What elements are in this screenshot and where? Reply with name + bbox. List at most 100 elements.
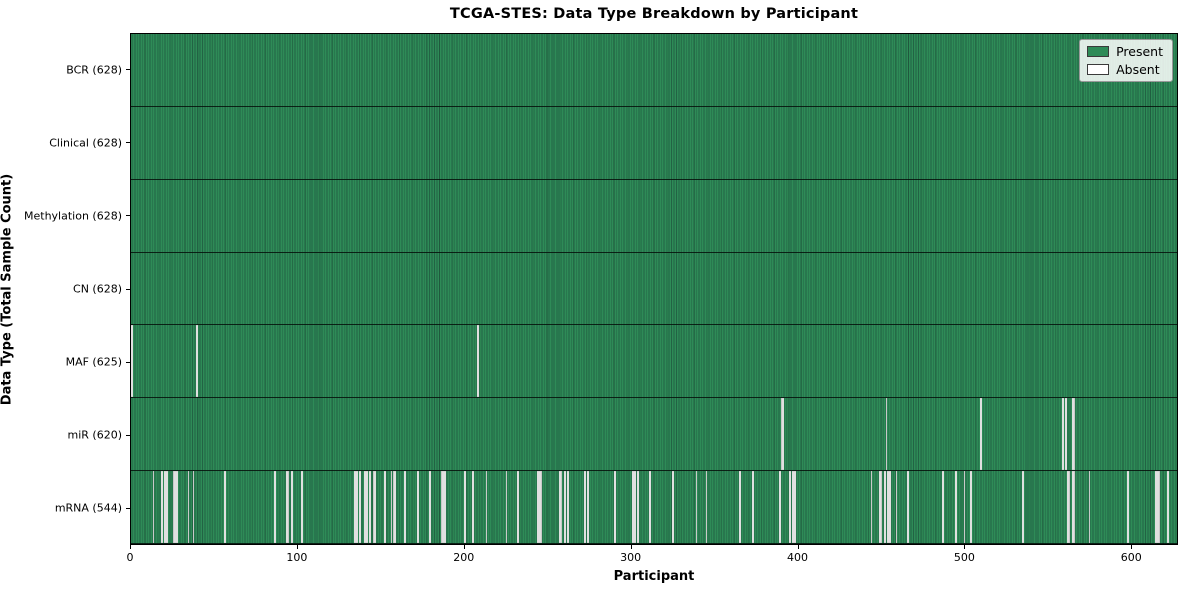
absent-stripe: [560, 471, 563, 544]
y-tick-label-clinical: Clinical (628): [49, 136, 122, 150]
x-tick-mark: [964, 545, 966, 549]
absent-stripe: [649, 471, 651, 544]
plot-area: Present Absent: [130, 33, 1178, 545]
absent-stripe: [290, 471, 293, 544]
absent-stripe: [963, 471, 966, 544]
absent-stripe: [1167, 471, 1169, 544]
absent-stripe: [870, 471, 873, 544]
absent-stripe: [300, 471, 303, 544]
heatmap-row-bcr: [131, 34, 1177, 107]
absent-stripe: [1157, 471, 1159, 544]
x-tick-label-0: 0: [126, 551, 134, 564]
y-tick-mark: [126, 507, 130, 509]
absent-stripe: [472, 471, 475, 544]
absent-stripe: [172, 471, 175, 544]
y-tick-label-mir: miR (620): [67, 428, 123, 442]
x-tick-mark: [630, 545, 632, 549]
absent-stripe: [564, 471, 566, 544]
heatmap-row-clinical: [131, 106, 1177, 180]
x-tick-label-300: 300: [620, 551, 642, 564]
absent-stripe: [192, 471, 195, 544]
x-tick-mark: [463, 545, 465, 549]
y-tick-label-methylation: Methylation (628): [24, 209, 122, 223]
absent-stripe: [793, 471, 796, 544]
absent-stripe: [614, 471, 616, 544]
absent-stripe: [637, 471, 639, 544]
absent-stripe: [131, 325, 133, 398]
y-tick-label-mrna: mRNA (544): [54, 501, 122, 515]
absent-stripe: [955, 471, 958, 544]
absent-stripe: [369, 471, 371, 544]
absent-stripe: [354, 471, 356, 544]
x-tick-label-600: 600: [1120, 551, 1142, 564]
absent-stripe: [355, 471, 358, 544]
heatmap-row-cn: [131, 252, 1177, 326]
absent-stripe: [705, 471, 708, 544]
x-tick-label-500: 500: [953, 551, 975, 564]
absent-stripe: [632, 471, 634, 544]
absent-stripe: [152, 471, 155, 544]
absent-stripe: [1072, 471, 1074, 544]
absent-stripe: [477, 325, 480, 398]
absent-stripe: [187, 471, 190, 544]
x-axis-label: Participant: [613, 569, 695, 584]
heatmap-row-maf: [131, 325, 1177, 399]
absent-stripe: [567, 471, 570, 544]
absent-stripe: [365, 471, 368, 544]
absent-stripe: [738, 471, 741, 544]
absent-stripe: [1067, 471, 1069, 544]
legend-swatch-absent: [1087, 64, 1110, 75]
absent-stripe: [695, 471, 698, 544]
y-tick-label-cn: CN (628): [73, 282, 122, 296]
absent-stripe: [1073, 471, 1076, 544]
absent-stripe: [274, 471, 276, 544]
absent-stripe: [224, 471, 226, 544]
absent-stripe: [559, 471, 561, 544]
legend-item-present: Present: [1087, 45, 1163, 58]
absent-stripe: [390, 471, 393, 544]
legend-label: Present: [1116, 44, 1163, 59]
legend-swatch-present: [1087, 46, 1110, 57]
absent-stripe: [788, 471, 791, 544]
absent-stripe: [878, 471, 881, 544]
absent-stripe: [374, 471, 376, 544]
absent-stripe: [417, 471, 420, 544]
absent-stripe: [888, 471, 891, 544]
absent-stripe: [540, 471, 543, 544]
absent-stripe: [404, 471, 406, 544]
absent-stripe: [165, 471, 168, 544]
x-tick-label-100: 100: [286, 551, 308, 564]
x-tick-mark: [130, 545, 131, 549]
absent-stripe: [505, 471, 508, 544]
y-tick-mark: [126, 434, 130, 436]
absent-stripe: [634, 471, 636, 544]
absent-stripe: [384, 471, 386, 544]
absent-stripe: [980, 398, 983, 471]
chart-title: TCGA-STES: Data Type Breakdown by Partic…: [449, 6, 859, 22]
absent-stripe: [887, 471, 889, 544]
absent-stripe: [752, 471, 754, 544]
legend-label: Absent: [1116, 62, 1160, 77]
absent-stripe: [537, 471, 540, 544]
heatmap-row-methylation: [131, 179, 1177, 253]
absent-stripe: [780, 398, 783, 471]
absent-stripe: [517, 471, 520, 544]
absent-stripe: [1158, 471, 1161, 544]
legend-item-absent: Absent: [1087, 63, 1163, 76]
absent-stripe: [160, 471, 163, 544]
absent-stripe: [1022, 471, 1024, 544]
absent-stripe: [792, 471, 794, 544]
absent-stripe: [895, 471, 898, 544]
x-tick-label-200: 200: [453, 551, 475, 564]
x-tick-mark: [1131, 545, 1133, 549]
absent-stripe: [287, 471, 290, 544]
x-tick-mark: [296, 545, 298, 549]
absent-stripe: [1155, 471, 1157, 544]
heatmap-row-mrna: [131, 471, 1177, 545]
absent-stripe: [175, 471, 178, 544]
absent-stripe: [174, 471, 176, 544]
absent-stripe: [394, 471, 396, 544]
absent-stripe: [364, 471, 366, 544]
y-tick-mark: [126, 142, 130, 144]
